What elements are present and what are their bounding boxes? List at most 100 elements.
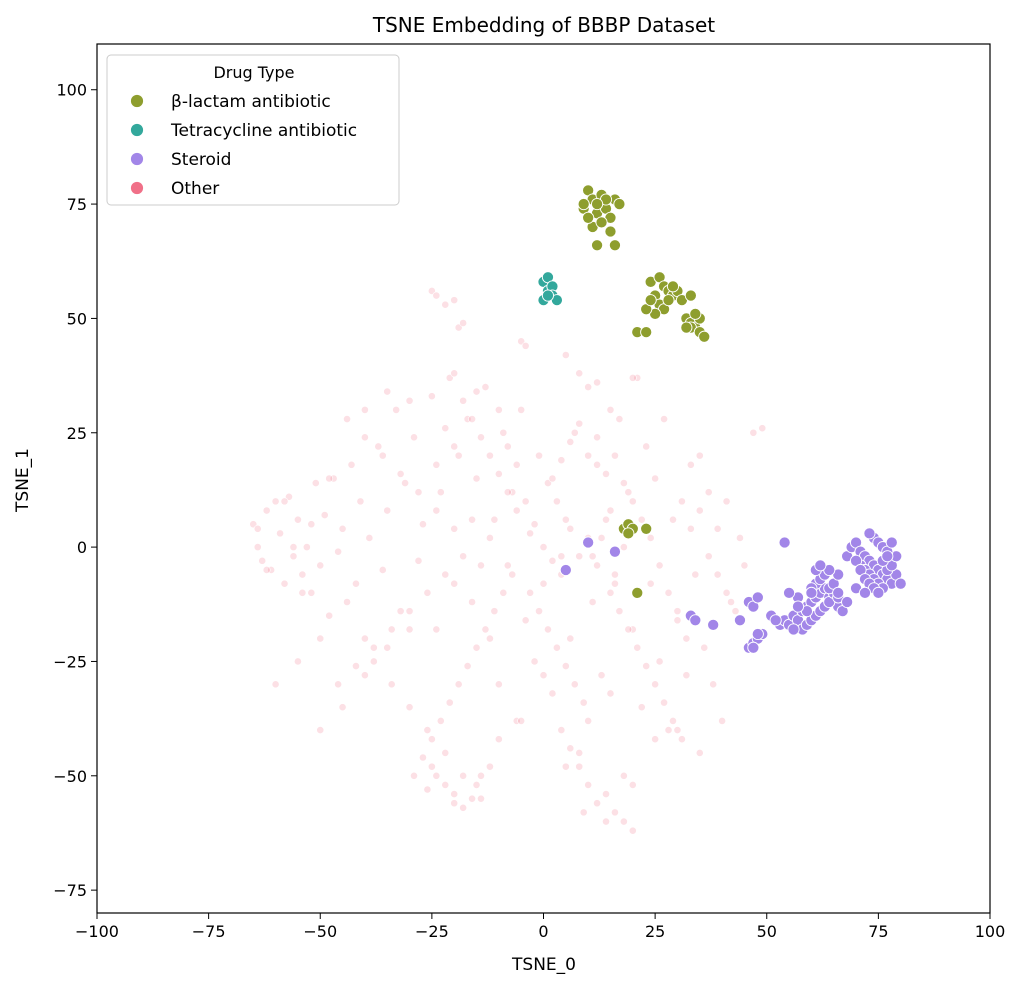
point-other — [343, 598, 351, 606]
point-other — [624, 625, 633, 634]
point-other — [405, 625, 414, 634]
point-other — [566, 524, 575, 533]
point-other — [387, 680, 396, 689]
point-other — [477, 433, 485, 442]
point-other — [472, 387, 481, 396]
point-other — [539, 543, 548, 552]
point-other — [606, 689, 615, 698]
point-other — [606, 506, 615, 515]
point-other — [508, 488, 517, 497]
point-other — [432, 771, 441, 780]
point-other — [481, 625, 490, 634]
point-other — [722, 497, 731, 506]
y-axis-label: TSNE_1 — [13, 448, 33, 513]
point-other — [405, 703, 414, 712]
point-other — [508, 570, 517, 579]
legend-title: Drug Type — [213, 63, 294, 82]
point-other — [642, 662, 651, 670]
point-other — [267, 566, 276, 574]
point-other — [486, 451, 494, 460]
point-other — [597, 671, 606, 680]
point-other — [678, 497, 686, 506]
point-other — [289, 543, 298, 552]
point-steroid — [783, 586, 796, 599]
point-other — [276, 529, 284, 538]
point-other — [486, 534, 494, 542]
point-other — [307, 588, 316, 597]
y-tick-label: 75 — [67, 195, 87, 214]
point-other — [325, 611, 334, 620]
point-steroid — [769, 614, 782, 627]
point-other — [450, 442, 459, 451]
point-other — [450, 799, 459, 808]
point-other — [490, 515, 499, 524]
point-other — [405, 607, 414, 616]
point-other — [436, 717, 445, 725]
point-other — [633, 643, 642, 652]
point-steroid — [814, 559, 827, 572]
point-other — [584, 383, 593, 391]
point-other — [472, 474, 481, 483]
point-other — [477, 561, 485, 570]
point-other — [526, 529, 535, 538]
point-other — [316, 561, 325, 570]
y-tick-label: 50 — [67, 309, 87, 328]
point-other — [392, 405, 401, 414]
point-other — [673, 607, 682, 616]
point-other — [316, 726, 325, 734]
point-other — [378, 451, 387, 460]
point--lactam-antibiotic — [680, 321, 693, 334]
point-other — [682, 634, 691, 643]
point-other — [343, 415, 351, 423]
point-other — [593, 799, 601, 808]
point-other — [517, 405, 526, 414]
point-other — [651, 474, 660, 483]
point-other — [352, 579, 360, 588]
point-other — [535, 607, 543, 616]
point-other — [709, 680, 718, 689]
point-other — [360, 433, 369, 442]
point-other — [374, 442, 383, 451]
point-other — [494, 680, 503, 689]
point-other — [365, 534, 374, 542]
point--lactam-antibiotic — [608, 239, 621, 252]
point-other — [271, 497, 280, 506]
point-other — [503, 442, 512, 451]
point-other — [459, 803, 468, 812]
point-other — [432, 460, 441, 469]
point-other — [740, 561, 749, 570]
point-other — [646, 534, 655, 542]
point--lactam-antibiotic — [613, 198, 626, 211]
point-other — [459, 396, 468, 405]
point-other — [494, 470, 503, 478]
legend-box — [106, 54, 400, 206]
y-tick-label: 100 — [56, 81, 87, 100]
point-other — [316, 634, 325, 643]
point-other — [352, 662, 360, 670]
point-other — [445, 698, 454, 707]
y-tick-label: −25 — [53, 652, 87, 671]
x-tick-label: −25 — [415, 922, 449, 941]
point-other — [758, 424, 767, 433]
point-other — [535, 451, 543, 460]
point-other — [481, 383, 490, 391]
point-other — [651, 680, 660, 689]
point-other — [575, 369, 584, 378]
point--lactam-antibiotic — [631, 586, 644, 599]
point-other — [593, 433, 601, 442]
point-other — [441, 424, 450, 433]
point-other — [423, 726, 432, 734]
point-other — [360, 405, 369, 414]
point-other — [325, 474, 334, 483]
point-other — [410, 433, 418, 442]
legend-marker — [130, 123, 144, 137]
point--lactam-antibiotic — [644, 294, 657, 307]
point-other — [539, 579, 548, 588]
point-steroid — [894, 577, 907, 590]
point-other — [548, 474, 557, 483]
point-other — [454, 680, 463, 689]
point-other — [410, 771, 418, 780]
point-other — [280, 497, 289, 506]
point-other — [557, 726, 566, 734]
